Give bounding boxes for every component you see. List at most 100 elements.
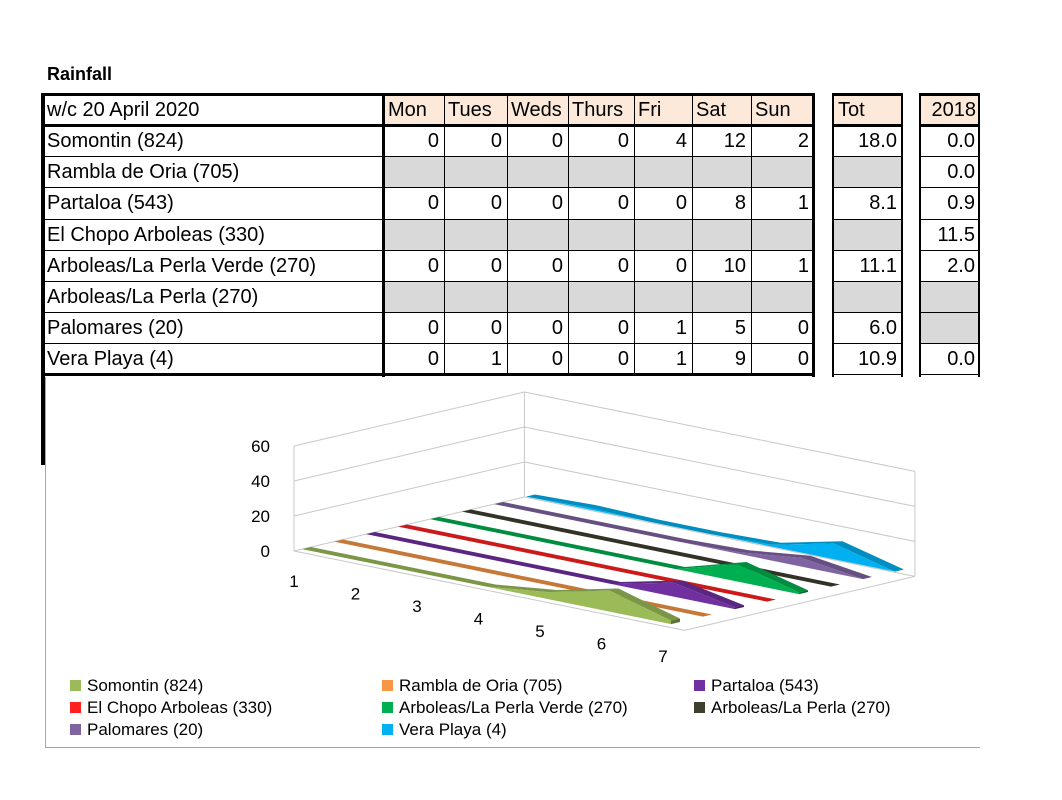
legend-item: Partaloa (543) xyxy=(694,676,819,696)
station-name-cell[interactable]: El Chopo Arboleas (330) xyxy=(47,224,265,246)
rain-value-cell[interactable]: 1 xyxy=(675,348,687,370)
rain-value-cell[interactable]: 0 xyxy=(675,192,687,214)
station-name-cell[interactable]: Partaloa (543) xyxy=(47,192,174,214)
rain-value-cell[interactable] xyxy=(751,282,814,313)
series-area-1 xyxy=(334,541,703,617)
rain-value-cell[interactable]: 4 xyxy=(675,130,687,152)
day-header-mon[interactable]: Mon xyxy=(384,95,444,126)
rain-value-cell[interactable] xyxy=(634,220,692,251)
total-cell[interactable] xyxy=(833,157,902,188)
rain-value-cell[interactable]: 0 xyxy=(490,255,502,277)
year-2018-cell[interactable]: 0.0 xyxy=(947,161,975,183)
rain-value-cell[interactable]: 0 xyxy=(551,192,563,214)
rain-value-cell[interactable] xyxy=(634,282,692,313)
rain-value-cell[interactable] xyxy=(444,157,507,188)
station-name-cell[interactable]: Vera Playa (4) xyxy=(47,348,174,370)
rain-value-cell[interactable] xyxy=(692,157,751,188)
rain-value-cell[interactable] xyxy=(692,220,751,251)
total-cell[interactable]: 10.9 xyxy=(858,348,897,370)
total-cell[interactable]: 11.1 xyxy=(859,255,897,277)
week-label-cell[interactable]: w/c 20 April 2020 xyxy=(47,99,200,121)
rain-value-cell[interactable]: 0 xyxy=(427,130,439,152)
rain-value-cell[interactable]: 0 xyxy=(427,255,439,277)
rain-value-cell[interactable] xyxy=(444,282,507,313)
rain-value-cell[interactable] xyxy=(384,220,444,251)
rain-value-cell[interactable] xyxy=(384,282,444,313)
rain-value-cell[interactable]: 0 xyxy=(797,348,809,370)
rain-value-cell[interactable]: 1 xyxy=(797,255,809,277)
rain-value-cell[interactable]: 0 xyxy=(617,317,629,339)
total-cell[interactable] xyxy=(833,282,902,313)
rain-value-cell[interactable]: 9 xyxy=(734,348,746,370)
rain-value-cell[interactable]: 1 xyxy=(797,192,809,214)
rain-value-cell[interactable]: 0 xyxy=(617,130,629,152)
total-cell[interactable]: 6.0 xyxy=(869,317,897,339)
rain-value-cell[interactable] xyxy=(692,282,751,313)
rain-value-cell[interactable] xyxy=(568,157,634,188)
year-2018-cell[interactable]: 0.0 xyxy=(947,348,975,370)
rain-value-cell[interactable] xyxy=(444,220,507,251)
rain-value-cell[interactable] xyxy=(507,282,568,313)
year-2018-cell[interactable] xyxy=(920,313,980,344)
rain-value-cell[interactable]: 0 xyxy=(490,192,502,214)
series-end-2 xyxy=(735,605,744,610)
rain-value-cell[interactable]: 0 xyxy=(427,348,439,370)
rain-value-cell[interactable]: 0 xyxy=(551,348,563,370)
rain-value-cell[interactable]: 0 xyxy=(551,255,563,277)
year-2018-cell[interactable]: 0.0 xyxy=(947,130,975,152)
rain-value-cell[interactable]: 1 xyxy=(675,317,687,339)
rain-value-cell[interactable]: 0 xyxy=(551,130,563,152)
station-name-cell[interactable]: Rambla de Oria (705) xyxy=(47,161,240,183)
y-tick-label: 0 xyxy=(261,542,270,561)
day-header-sat[interactable]: Sat xyxy=(692,95,751,126)
rain-value-cell[interactable] xyxy=(751,157,814,188)
station-name-cell[interactable]: Somontin (824) xyxy=(47,130,184,152)
day-header-tues[interactable]: Tues xyxy=(444,95,507,126)
rain-value-cell[interactable]: 0 xyxy=(617,192,629,214)
legend-item: Arboleas/La Perla (270) xyxy=(694,698,891,718)
day-header-fri[interactable]: Fri xyxy=(634,95,692,126)
day-header-thurs[interactable]: Thurs xyxy=(568,95,634,126)
rain-value-cell[interactable] xyxy=(634,157,692,188)
total-cell[interactable]: 8.1 xyxy=(869,192,897,214)
rain-value-cell[interactable]: 0 xyxy=(617,255,629,277)
rain-value-cell[interactable]: 0 xyxy=(427,192,439,214)
rain-value-cell[interactable]: 0 xyxy=(490,317,502,339)
rain-value-cell[interactable] xyxy=(751,220,814,251)
rain-value-cell[interactable]: 8 xyxy=(734,192,746,214)
rain-value-cell[interactable]: 0 xyxy=(617,348,629,370)
day-header-sun[interactable]: Sun xyxy=(751,95,814,126)
station-name-cell[interactable]: Arboleas/La Perla (270) xyxy=(47,286,259,308)
legend-label: Vera Playa (4) xyxy=(399,720,507,739)
year-2018-cell[interactable] xyxy=(920,282,980,313)
rain-value-cell[interactable]: 0 xyxy=(797,317,809,339)
series-area-3 xyxy=(398,526,767,602)
rain-value-cell[interactable]: 0 xyxy=(427,317,439,339)
tot-header[interactable]: Tot xyxy=(833,95,902,126)
rain-value-cell[interactable]: 12 xyxy=(723,130,746,152)
year-2018-cell[interactable]: 2.0 xyxy=(947,255,975,277)
year-border-left xyxy=(919,93,921,377)
rain-value-cell[interactable]: 10 xyxy=(723,255,746,277)
year-2018-cell[interactable]: 0.9 xyxy=(947,192,975,214)
legend-label: Partaloa (543) xyxy=(711,676,819,695)
legend-label: Somontin (824) xyxy=(87,676,204,695)
rain-value-cell[interactable] xyxy=(507,157,568,188)
rain-value-cell[interactable]: 0 xyxy=(675,255,687,277)
rain-value-cell[interactable] xyxy=(568,282,634,313)
total-cell[interactable] xyxy=(833,220,902,251)
rain-value-cell[interactable] xyxy=(568,220,634,251)
station-name-cell[interactable]: Arboleas/La Perla Verde (270) xyxy=(47,255,317,277)
rain-value-cell[interactable]: 5 xyxy=(734,317,746,339)
station-name-cell[interactable]: Palomares (20) xyxy=(47,317,184,339)
year-2018-cell[interactable]: 11.5 xyxy=(937,224,975,246)
rain-value-cell[interactable] xyxy=(384,157,444,188)
rain-value-cell[interactable]: 0 xyxy=(551,317,563,339)
rain-value-cell[interactable]: 1 xyxy=(490,348,502,370)
rain-value-cell[interactable]: 2 xyxy=(797,130,809,152)
rain-value-cell[interactable] xyxy=(507,220,568,251)
year-header[interactable]: 2018 xyxy=(920,95,980,126)
rain-value-cell[interactable]: 0 xyxy=(490,130,502,152)
total-cell[interactable]: 18.0 xyxy=(858,130,897,152)
day-header-weds[interactable]: Weds xyxy=(507,95,568,126)
